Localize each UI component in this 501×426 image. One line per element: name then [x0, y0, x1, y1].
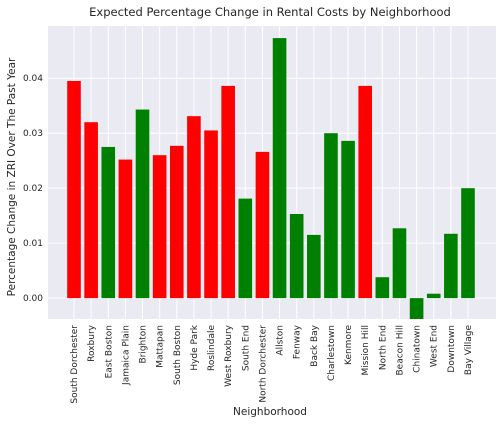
y-axis-label: Percentage Change in ZRI Over The Past Y… — [6, 57, 18, 296]
x-tick-label: Fenway — [293, 324, 303, 359]
x-tick-label: Back Bay — [310, 324, 320, 366]
bar-south-dorchester — [67, 80, 81, 299]
x-tick-label: West Roxbury — [224, 324, 234, 387]
x-tick-label: Jamaica Plain — [121, 325, 131, 386]
bar-roxbury — [84, 122, 98, 299]
x-tick-label: Downtown — [447, 325, 457, 373]
bar-allston — [272, 38, 287, 299]
x-tick-label: Hyde Park — [190, 324, 200, 370]
bar-mattapan — [152, 155, 167, 299]
bar-hyde-park — [187, 116, 201, 299]
bars — [67, 38, 475, 319]
bar-west-end — [426, 293, 441, 299]
bar-west-roxbury — [221, 85, 235, 299]
x-tick-label: North End — [378, 325, 388, 370]
bar-south-end — [238, 198, 253, 299]
bar-south-boston — [169, 145, 184, 299]
y-tick-label: 0.02 — [23, 184, 43, 194]
x-tick-label: Chinatown — [413, 325, 423, 373]
bar-fenway — [289, 214, 304, 299]
x-tick-label: Kenmore — [344, 325, 354, 365]
x-tick-label: South End — [241, 325, 251, 371]
x-tick-label: South Boston — [173, 325, 183, 385]
bar-mission-hill — [358, 85, 373, 299]
chart-title: Expected Percentage Change in Rental Cos… — [89, 5, 451, 19]
bar-beacon-hill — [392, 228, 407, 299]
y-tick-label: 0.03 — [23, 129, 43, 139]
x-axis-label: Neighborhood — [233, 406, 307, 418]
bar-north-dorchester — [255, 151, 270, 299]
y-tick-label: 0.00 — [23, 294, 43, 304]
x-tick-label: Allston — [276, 325, 286, 356]
x-tick-label: Roxbury — [87, 324, 97, 362]
x-tick-label: Beacon Hill — [395, 325, 405, 376]
x-tick-label: Mattapan — [156, 325, 166, 368]
y-tick-labels: 0.00 0.01 0.02 0.03 0.04 — [23, 74, 43, 304]
bar-charlestown — [324, 133, 338, 299]
bar-downtown — [444, 233, 458, 299]
x-tick-labels: South Dorchester Roxbury East Boston Jamaic… — [70, 324, 474, 403]
bar-brighton — [135, 109, 150, 299]
x-tick-label: Mission Hill — [361, 325, 371, 375]
bar-roslindale — [204, 130, 218, 299]
bar-back-bay — [307, 234, 321, 299]
x-tick-label: Roslindale — [207, 325, 217, 371]
x-tick-label: Brighton — [139, 325, 149, 364]
y-tick-label: 0.04 — [23, 74, 43, 84]
bar-kenmore — [341, 140, 355, 299]
bar-north-end — [375, 277, 390, 299]
plot-area — [48, 26, 496, 319]
x-tick-label: Charlestown — [327, 325, 337, 381]
x-tick-label: East Boston — [104, 325, 114, 378]
bar-jamaica-plain — [118, 159, 133, 299]
bar-east-boston — [101, 146, 116, 299]
y-tick-label: 0.01 — [23, 239, 43, 249]
x-tick-label: Bay Village — [464, 325, 474, 376]
x-tick-label: South Dorchester — [70, 325, 80, 404]
bar-bay-village — [461, 188, 475, 299]
bar-chinatown — [409, 298, 424, 319]
x-tick-label: West End — [430, 325, 440, 367]
x-tick-label: North Dorchester — [258, 325, 268, 403]
